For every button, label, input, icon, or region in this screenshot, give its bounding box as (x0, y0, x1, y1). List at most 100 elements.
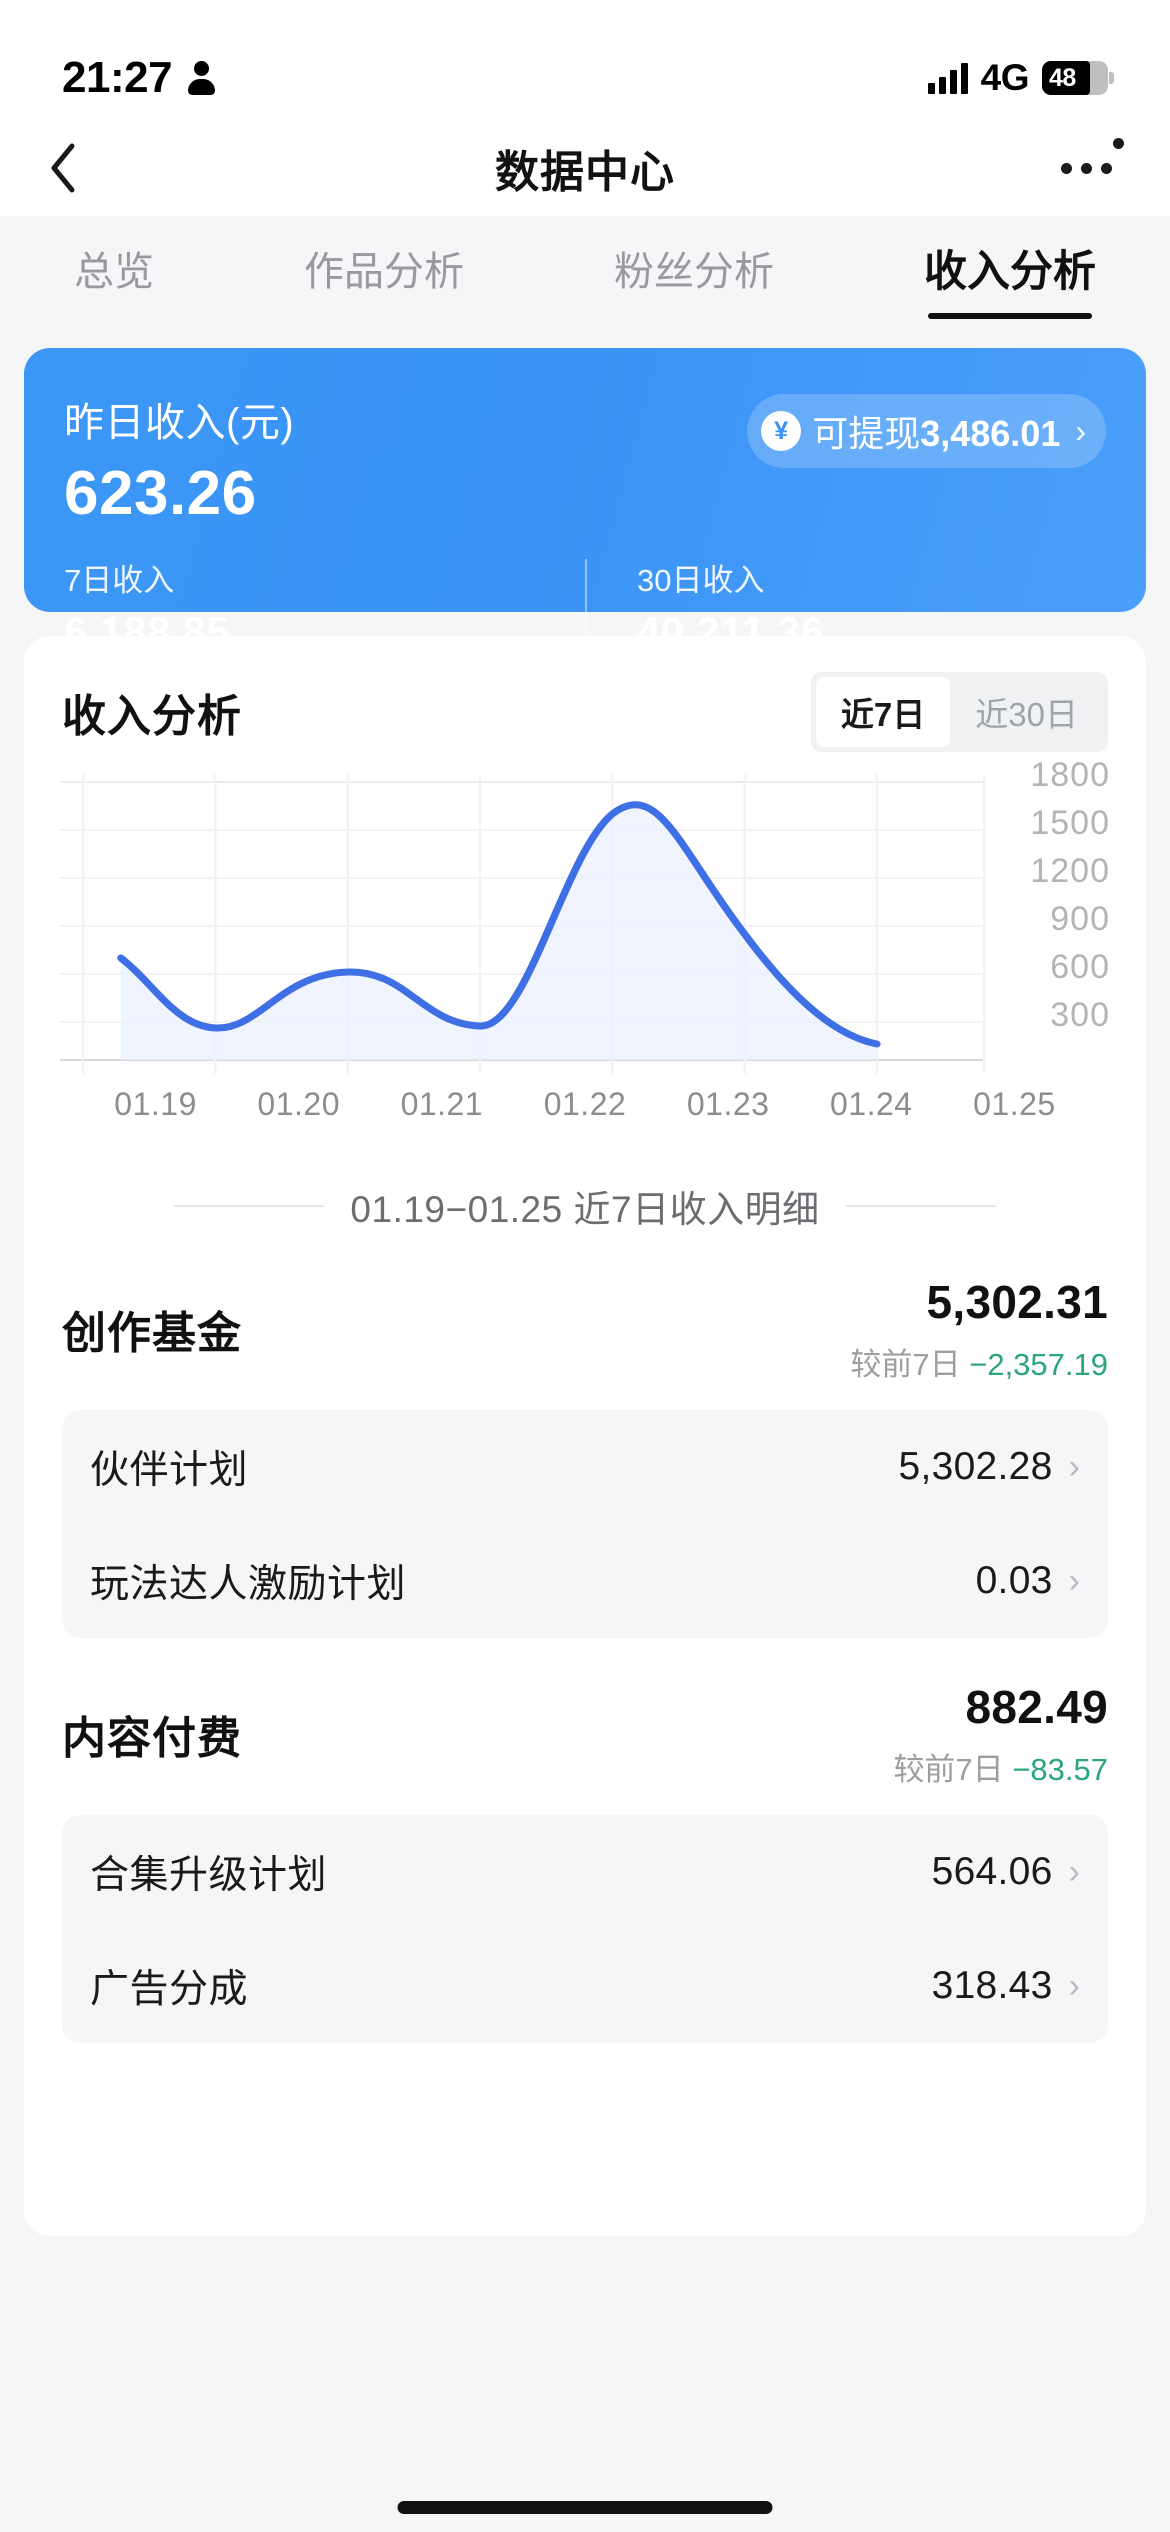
x-tick-5: 01.24 (829, 1086, 913, 1122)
yesterday-income-card: 昨日收入(元) 623.26 ¥ 可提现3,486.01 › 7日收入 6,18… (24, 348, 1146, 655)
divider-line-left (174, 1205, 325, 1207)
chevron-right-icon: › (1068, 1853, 1080, 1891)
notification-badge-dot (1113, 138, 1124, 149)
withdraw-text: 可提现3,486.01 (812, 405, 1060, 457)
chart-y-axis-labels: 1800 1500 1200 900 600 300 (990, 756, 1110, 1060)
hero-stat-30day-label: 30日收入 (637, 563, 765, 598)
hero-label: 昨日收入(元) (64, 401, 295, 445)
x-tick-4: 01.23 (686, 1086, 770, 1122)
group-delta: 较前7日 −2,357.19 (850, 1339, 1108, 1384)
group-header: 内容付费 882.49 较前7日 −83.57 (62, 1680, 1108, 1789)
list-item[interactable]: 玩法达人激励计划 0.03 › (90, 1524, 1080, 1638)
battery-fill (1042, 61, 1090, 95)
analytics-tab-bar: 总览 作品分析 粉丝分析 收入分析 (0, 216, 1170, 334)
chevron-right-icon: › (1075, 412, 1086, 449)
more-dot-2 (1080, 162, 1092, 174)
group-delta-label: 较前7日 (893, 1752, 1004, 1787)
item-name: 合集升级计划 (90, 1854, 328, 1897)
hero-stats-divider (585, 559, 587, 637)
chevron-left-icon (51, 143, 75, 193)
group-items-list: 合集升级计划 564.06 › 广告分成 318.43 › (62, 1815, 1108, 2043)
x-tick-3: 01.22 (543, 1086, 627, 1122)
group-header: 创作基金 5,302.31 较前7日 −2,357.19 (62, 1275, 1108, 1384)
y-tick-600: 600 (1050, 948, 1110, 986)
hero-stats-row: 7日收入 6,188.85 30日收入 40,211.36 (64, 555, 1106, 656)
person-icon (188, 61, 216, 95)
detail-section-divider: 01.19−01.25 近7日收入明细 (24, 1179, 1146, 1233)
withdraw-amount: 3,486.01 (920, 413, 1061, 454)
hero-stat-30day-value: 40,211.36 (637, 608, 825, 655)
hero-stat-7day: 7日收入 6,188.85 (64, 555, 585, 656)
y-tick-1200: 1200 (1030, 852, 1110, 890)
chart-card-header: 收入分析 近7日 近30日 (24, 672, 1146, 752)
group-total: 5,302.31 (926, 1276, 1108, 1328)
x-tick-6: 01.25 (973, 1086, 1056, 1122)
income-group-paid-content: 内容付费 882.49 较前7日 −83.57 合集升级计划 564.06 › … (24, 1680, 1146, 2043)
x-tick-1: 01.20 (257, 1086, 340, 1122)
segment-last-30-days[interactable]: 近30日 (975, 696, 1078, 733)
signal-bars-icon (927, 62, 968, 94)
status-time: 21:27 (62, 53, 173, 102)
group-delta-value: −83.57 (1012, 1752, 1108, 1787)
chart-svg (60, 774, 986, 1074)
yuan-coin-icon: ¥ (761, 411, 802, 451)
chart-title: 收入分析 (62, 692, 242, 741)
page-title: 数据中心 (495, 148, 675, 197)
divider-line-right (845, 1205, 996, 1207)
group-delta-label: 较前7日 (850, 1347, 961, 1382)
segment-last-7-days[interactable]: 近7日 (815, 677, 951, 747)
hero-amount: 623.26 (64, 459, 257, 528)
income-group-creator-fund: 创作基金 5,302.31 较前7日 −2,357.19 伙伴计划 5,302.… (24, 1275, 1146, 1638)
nav-bar: 数据中心 (0, 120, 1170, 216)
item-value: 5,302.28 (898, 1445, 1053, 1488)
tab-content-analysis[interactable]: 作品分析 (304, 250, 464, 294)
more-options-button[interactable] (1050, 136, 1124, 200)
y-tick-1800: 1800 (1030, 756, 1110, 794)
battery-level-label: 48 (1049, 63, 1076, 92)
x-tick-0: 01.19 (114, 1086, 197, 1122)
item-value: 318.43 (931, 1964, 1053, 2007)
list-item[interactable]: 伙伴计划 5,302.28 › (90, 1410, 1080, 1524)
range-segmented-control: 近7日 近30日 (810, 672, 1108, 752)
item-right: 5,302.28 › (898, 1445, 1080, 1489)
y-tick-1500: 1500 (1030, 804, 1110, 842)
group-name: 创作基金 (62, 1309, 242, 1358)
tab-fans-analysis[interactable]: 粉丝分析 (614, 250, 774, 294)
chart-line (117, 801, 881, 1048)
network-type-label: 4G (980, 57, 1030, 98)
income-line-chart: 1800 1500 1200 900 600 300 (60, 756, 1110, 1074)
item-name: 广告分成 (90, 1968, 249, 2011)
item-value: 0.03 (975, 1559, 1053, 1602)
chart-x-axis-labels: 01.19 01.20 01.21 01.22 01.23 01.24 01.2… (60, 1086, 1110, 1123)
group-summary: 882.49 较前7日 −83.57 (893, 1680, 1108, 1789)
group-delta: 较前7日 −83.57 (893, 1744, 1108, 1789)
chevron-right-icon: › (1068, 1448, 1080, 1486)
hero-stat-7day-value: 6,188.85 (64, 608, 230, 655)
group-name: 内容付费 (62, 1714, 242, 1763)
list-item[interactable]: 广告分成 318.43 › (90, 1929, 1080, 2043)
home-indicator (397, 2501, 773, 2514)
back-button[interactable] (48, 136, 112, 200)
hero-stat-30day: 30日收入 40,211.36 (585, 555, 1106, 656)
chart-area-fill (120, 804, 877, 1060)
y-tick-900: 900 (1050, 900, 1110, 938)
battery-icon: 48 (1042, 61, 1114, 95)
hero-main-block: 昨日收入(元) 623.26 (64, 390, 294, 529)
item-right: 318.43 › (932, 1964, 1080, 2008)
more-dot-3 (1100, 162, 1112, 174)
withdrawable-balance-button[interactable]: ¥ 可提现3,486.01 › (747, 394, 1106, 468)
group-summary: 5,302.31 较前7日 −2,357.19 (850, 1275, 1108, 1384)
hero-top-row: 昨日收入(元) 623.26 ¥ 可提现3,486.01 › (64, 390, 1106, 529)
battery-cap (1109, 72, 1114, 84)
item-right: 564.06 › (932, 1850, 1080, 1894)
status-bar-right: 4G 48 (927, 57, 1114, 99)
hero-stat-7day-label: 7日收入 (64, 563, 175, 598)
chevron-right-icon: › (1068, 1562, 1080, 1600)
group-total: 882.49 (965, 1681, 1108, 1733)
item-name: 伙伴计划 (90, 1449, 249, 1492)
item-value: 564.06 (931, 1850, 1053, 1893)
tab-income-analysis[interactable]: 收入分析 (924, 237, 1096, 319)
list-item[interactable]: 合集升级计划 564.06 › (90, 1815, 1080, 1929)
item-name: 玩法达人激励计划 (90, 1563, 407, 1606)
tab-overview[interactable]: 总览 (74, 250, 154, 294)
